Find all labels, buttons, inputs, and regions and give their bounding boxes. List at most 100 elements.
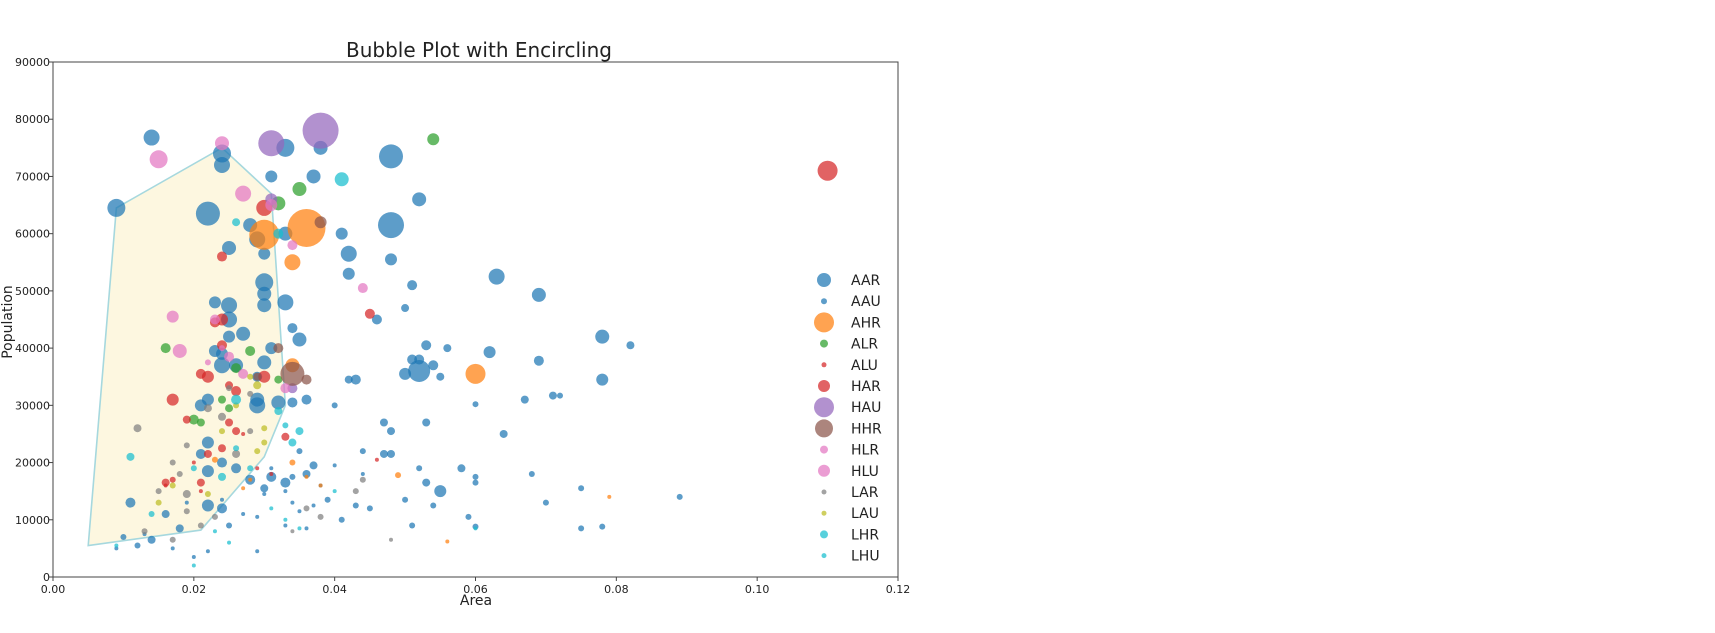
bubble-point	[443, 344, 452, 353]
bubble-point	[289, 473, 296, 480]
series-har	[161, 160, 838, 487]
bubble-point	[528, 471, 535, 477]
bubble-point	[607, 494, 612, 499]
bubble-point	[217, 457, 227, 468]
y-tick-label: 10000	[15, 514, 50, 527]
bubble-point	[385, 253, 397, 266]
legend-marker	[817, 273, 831, 287]
bubble-point	[277, 294, 294, 311]
bubble-point	[269, 506, 274, 511]
bubble-point	[273, 343, 284, 354]
bubble-point	[352, 502, 359, 509]
bubble-point	[488, 268, 505, 285]
legend-item-lhr: LHR	[820, 527, 879, 543]
bubble-point	[221, 297, 238, 314]
bubble-point	[255, 549, 260, 554]
bubble-point	[182, 490, 191, 499]
axes-layer: 0.00 0.02 0.04 0.06 0.08 0.10 0.12 0 10000 20000 3…	[15, 56, 910, 596]
points-layer	[107, 112, 838, 568]
bubble-point	[195, 448, 206, 459]
bubble-point	[188, 414, 199, 425]
bubble-point	[114, 543, 119, 548]
bubble-point	[401, 304, 410, 313]
legend-label: AHR	[851, 315, 881, 331]
bubble-point	[595, 329, 610, 344]
legend-item-hlr: HLR	[820, 443, 879, 459]
bubble-point	[578, 525, 585, 532]
x-tick-label: 0.00	[41, 583, 66, 596]
bubble-point	[169, 536, 176, 543]
y-tick-label: 70000	[15, 170, 50, 183]
bubble-point	[422, 478, 431, 487]
bubble-point	[332, 463, 337, 468]
x-tick-label: 0.02	[182, 583, 207, 596]
bubble-point	[232, 218, 241, 227]
bubble-point	[155, 488, 162, 495]
bubble-point	[219, 345, 225, 352]
bubble-point	[260, 484, 269, 493]
bubble-point	[255, 514, 260, 519]
bubble-point	[191, 563, 196, 568]
bubble-point	[208, 296, 221, 309]
bubble-point	[287, 323, 298, 334]
bubble-point	[302, 470, 311, 478]
bubble-point	[416, 465, 423, 472]
bubble-point	[134, 542, 141, 549]
bubble-point	[284, 254, 301, 271]
bubble-point	[465, 513, 472, 520]
bubble-point	[379, 418, 388, 427]
bubble-point	[125, 497, 136, 508]
bubble-point	[269, 466, 274, 471]
legend-label: HHR	[851, 421, 882, 437]
bubble-point	[195, 201, 220, 226]
bubble-point	[352, 488, 359, 495]
bubble-point	[201, 465, 214, 478]
bubble-point	[226, 522, 233, 529]
bubble-point	[198, 489, 203, 494]
bubble-point	[175, 524, 184, 533]
bubble-point	[332, 489, 337, 494]
bubble-point	[289, 459, 296, 466]
bubble-point	[261, 425, 268, 432]
bubble-point	[304, 474, 309, 479]
legend-marker	[818, 380, 830, 392]
bubble-point	[295, 427, 304, 436]
bubble-point	[219, 428, 225, 435]
bubble-point	[231, 394, 242, 405]
bubble-point	[253, 372, 262, 381]
bubble-point	[340, 245, 357, 262]
legend-marker	[821, 362, 827, 368]
legend-item-hhr: HHR	[815, 419, 882, 438]
bubble-point	[412, 192, 427, 207]
bubble-point	[472, 479, 479, 486]
bubble-point	[241, 486, 246, 491]
bubble-point	[120, 533, 127, 540]
bubble-point	[203, 404, 212, 413]
bubble-point	[430, 502, 437, 509]
bubble-point	[183, 442, 190, 449]
bubble-point	[169, 459, 176, 466]
bubble-point	[265, 342, 278, 355]
bubble-point	[212, 529, 217, 534]
bubble-point	[182, 415, 191, 424]
bubble-point	[231, 363, 242, 374]
bubble-point	[318, 483, 323, 488]
legend-marker	[818, 464, 830, 477]
y-tick-label: 90000	[15, 56, 50, 69]
bubble-point	[218, 444, 226, 453]
bubble-point	[217, 251, 227, 262]
bubble-point	[472, 473, 479, 480]
legend-item-lau: LAU	[821, 506, 879, 522]
bubble-point	[241, 512, 246, 517]
bubble-point	[379, 449, 388, 458]
bubble-point	[133, 424, 142, 433]
bubble-point	[249, 397, 266, 414]
bubble-point	[531, 287, 546, 302]
bubble-point	[578, 485, 585, 492]
bubble-point	[421, 340, 432, 351]
bubble-point	[209, 314, 220, 325]
series-hhr	[253, 216, 327, 386]
bubble-point	[290, 529, 295, 534]
bubble-point	[235, 185, 252, 202]
